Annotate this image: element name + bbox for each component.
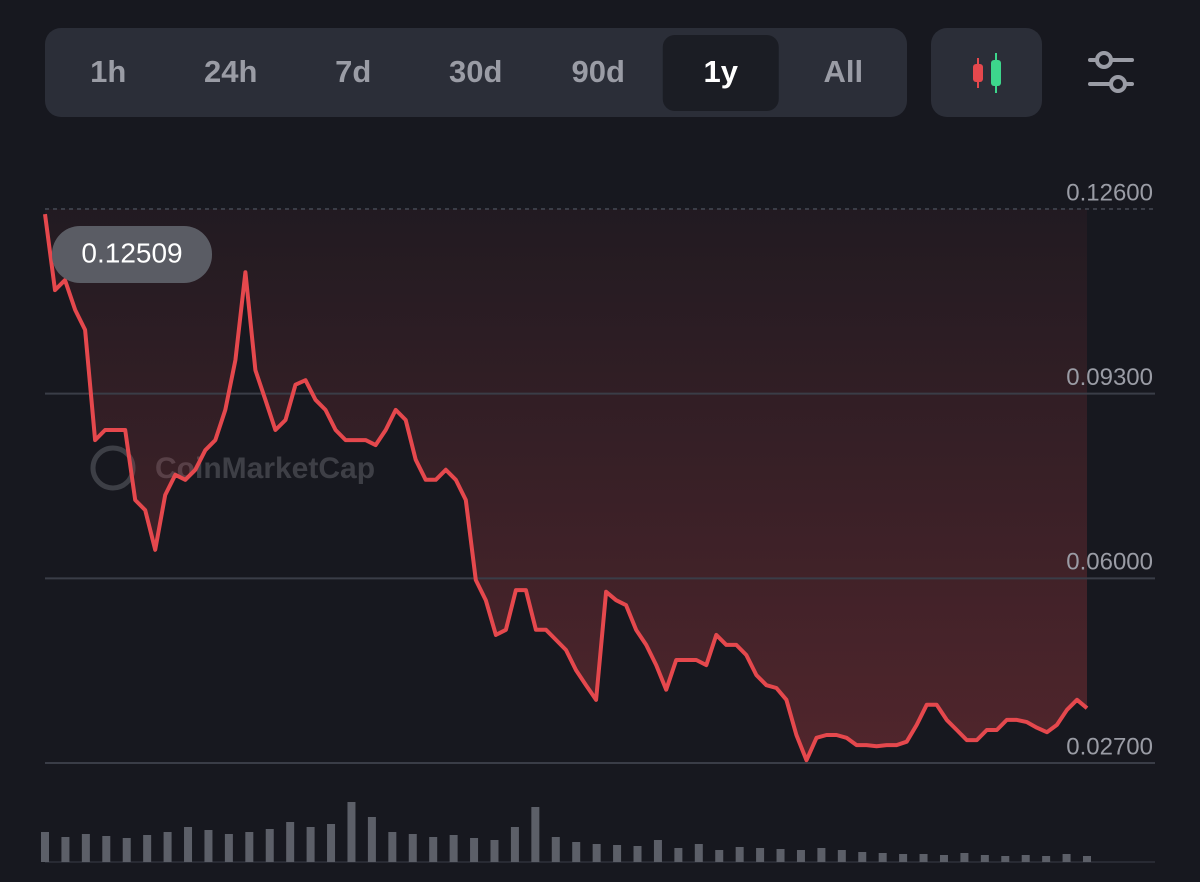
- volume-bar: [960, 853, 969, 862]
- tab[interactable]: 30d: [449, 54, 502, 89]
- volume-bar: [102, 836, 111, 862]
- volume-bar: [1083, 856, 1091, 862]
- volume-bar: [408, 834, 417, 862]
- volume-bar: [694, 844, 703, 862]
- tab[interactable]: All: [823, 54, 863, 89]
- volume-bar: [613, 845, 622, 862]
- y-tick-label: 0.12600: [1066, 179, 1153, 206]
- volume-bar: [245, 832, 254, 862]
- tab-group: 1h 24h 7d 30d 90d 1y All: [90, 35, 863, 111]
- volume-bar: [633, 846, 642, 862]
- candle-toggle[interactable]: [931, 28, 1042, 117]
- volume-bar: [490, 840, 499, 862]
- volume-bar: [143, 835, 152, 862]
- volume-bar: [204, 830, 213, 862]
- volume-bar: [265, 829, 274, 862]
- volume-bar: [184, 827, 193, 862]
- volume-bar: [756, 848, 765, 862]
- volume-bar: [531, 807, 540, 862]
- volume-bar: [572, 842, 581, 862]
- volume-bar: [388, 832, 397, 862]
- volume-bar: [470, 838, 479, 862]
- volume-bar: [347, 802, 356, 862]
- volume-bar: [878, 853, 887, 862]
- volume-bar: [674, 848, 683, 862]
- volume-bar: [1001, 856, 1010, 862]
- tab[interactable]: 24h: [204, 54, 257, 89]
- volume-bar: [919, 854, 928, 862]
- volume-bar: [1062, 854, 1071, 862]
- volume-bar: [41, 832, 49, 862]
- volume-bar: [715, 850, 724, 862]
- volume-bar: [122, 838, 131, 862]
- volume-bar: [796, 850, 805, 862]
- tab[interactable]: 1y: [704, 54, 739, 89]
- volume-bar: [939, 855, 948, 862]
- price-pill: [52, 226, 212, 283]
- volume-bar: [837, 850, 846, 862]
- volume-bar: [592, 844, 601, 862]
- volume-bar: [286, 822, 295, 862]
- volume-bar: [510, 827, 519, 862]
- volume-bar: [899, 854, 908, 862]
- volume-bar: [367, 817, 376, 862]
- volume-bar: [980, 855, 989, 862]
- y-tick-label: 0.06000: [1066, 549, 1153, 576]
- volume-bar: [327, 824, 336, 862]
- volume-bar: [61, 837, 70, 862]
- volume-bar: [776, 849, 785, 862]
- volume-bar: [306, 827, 315, 862]
- volume-bar: [429, 837, 438, 862]
- volume-bar: [1021, 855, 1030, 862]
- volume-bar: [81, 834, 90, 862]
- settings-icon[interactable]: [1088, 51, 1134, 93]
- volume-bar: [858, 852, 867, 862]
- volume-bar: [224, 834, 233, 862]
- volume-bar: [735, 847, 744, 862]
- volume-bar: [449, 835, 458, 862]
- area-fill: [45, 209, 1087, 761]
- tab[interactable]: 7d: [335, 54, 371, 89]
- price-label: 0.12509: [81, 237, 182, 268]
- tab-selected-bg: [662, 35, 779, 111]
- volume-bar: [653, 840, 662, 862]
- volume-bar: [817, 848, 826, 862]
- tab[interactable]: 1h: [90, 54, 126, 89]
- volume-bar: [1042, 856, 1051, 862]
- y-tick-label: 0.09300: [1066, 364, 1153, 391]
- candle-icon: [973, 53, 1001, 93]
- price-line: [43, 213, 1089, 763]
- volume-bar: [551, 837, 560, 862]
- y-tick-label: 0.02700: [1066, 733, 1153, 760]
- tab[interactable]: 90d: [572, 54, 625, 89]
- volume-bar: [163, 832, 172, 862]
